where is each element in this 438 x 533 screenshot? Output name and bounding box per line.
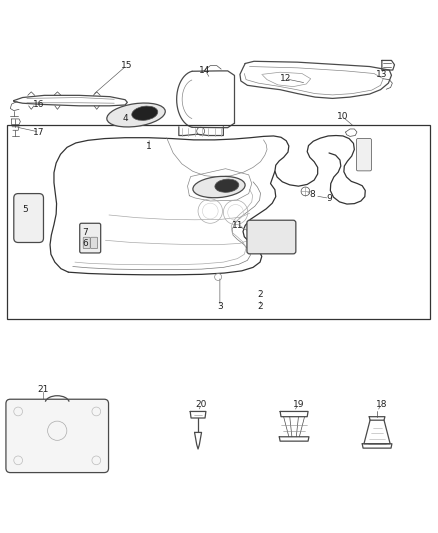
FancyBboxPatch shape <box>83 237 90 248</box>
Text: 15: 15 <box>121 61 132 70</box>
FancyBboxPatch shape <box>80 223 101 253</box>
Text: 21: 21 <box>38 385 49 394</box>
Text: 17: 17 <box>33 127 45 136</box>
Text: 9: 9 <box>327 194 332 203</box>
Text: 6: 6 <box>82 239 88 248</box>
Text: 19: 19 <box>293 400 304 408</box>
Text: 4: 4 <box>122 114 128 123</box>
Text: 13: 13 <box>376 70 387 79</box>
Text: 2: 2 <box>258 289 263 298</box>
FancyBboxPatch shape <box>357 139 371 171</box>
Text: 3: 3 <box>217 302 223 311</box>
Text: 2: 2 <box>258 302 263 311</box>
Text: 16: 16 <box>33 100 45 109</box>
Text: 12: 12 <box>280 74 291 83</box>
Text: 14: 14 <box>199 66 211 75</box>
Text: 5: 5 <box>22 205 28 214</box>
Text: 7: 7 <box>82 228 88 237</box>
Ellipse shape <box>132 106 158 120</box>
Text: 18: 18 <box>376 400 388 408</box>
Bar <box>7 125 430 319</box>
Ellipse shape <box>193 176 245 198</box>
Ellipse shape <box>215 179 239 192</box>
Text: 1: 1 <box>146 142 152 151</box>
Text: 20: 20 <box>196 400 207 408</box>
Text: 11: 11 <box>232 221 243 230</box>
FancyBboxPatch shape <box>6 399 109 473</box>
Text: 10: 10 <box>337 112 348 121</box>
Text: 8: 8 <box>309 190 315 199</box>
FancyBboxPatch shape <box>91 237 98 248</box>
Ellipse shape <box>107 103 165 127</box>
FancyBboxPatch shape <box>247 220 296 254</box>
FancyBboxPatch shape <box>14 193 43 243</box>
